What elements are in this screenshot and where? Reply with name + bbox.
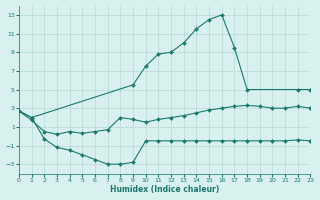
X-axis label: Humidex (Indice chaleur): Humidex (Indice chaleur) — [110, 185, 219, 194]
